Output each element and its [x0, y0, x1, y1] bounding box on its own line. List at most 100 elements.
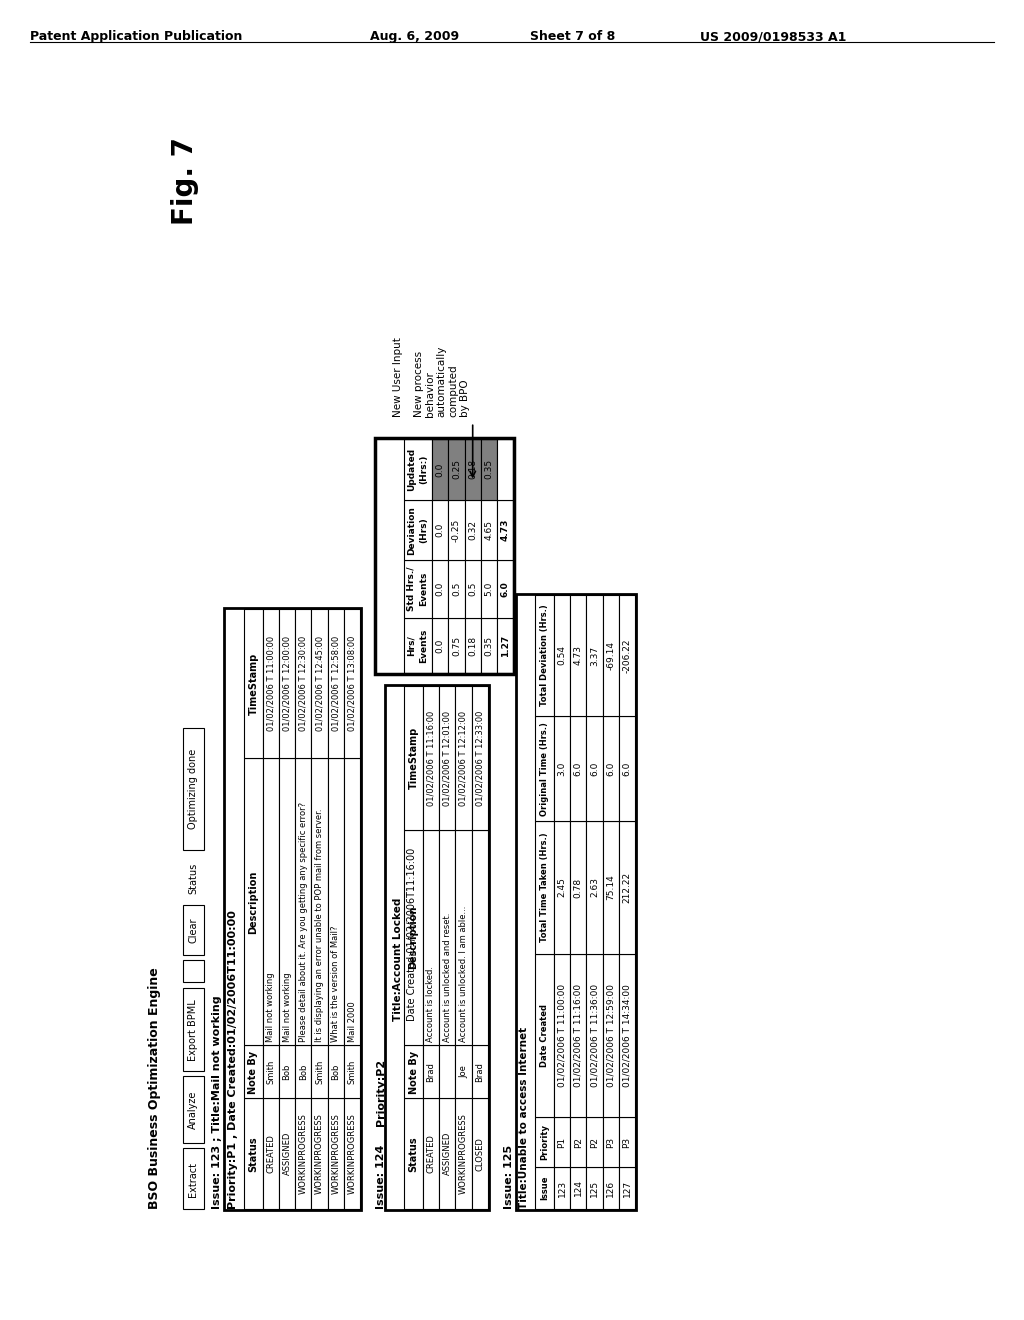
Text: Updated: Updated	[407, 447, 416, 491]
Text: WORKINPROGRESS: WORKINPROGRESS	[347, 1113, 356, 1195]
Text: Priority:P1 , Date Created:01/02/2006T11:00:00: Priority:P1 , Date Created:01/02/2006T11…	[228, 909, 238, 1209]
Polygon shape	[404, 1045, 423, 1098]
Text: 01/02/2006 T 12:12:00: 01/02/2006 T 12:12:00	[459, 710, 468, 805]
Polygon shape	[497, 440, 513, 500]
Polygon shape	[554, 954, 570, 1117]
Polygon shape	[244, 1098, 263, 1209]
Text: Events: Events	[420, 572, 428, 606]
Text: ASSIGNED: ASSIGNED	[283, 1133, 292, 1175]
Polygon shape	[456, 686, 471, 830]
Polygon shape	[295, 609, 311, 758]
Text: Bob: Bob	[332, 1064, 340, 1080]
Polygon shape	[497, 500, 513, 561]
Text: 212.22: 212.22	[623, 873, 632, 903]
Polygon shape	[263, 1098, 279, 1209]
Text: 01/02/2006 T 12:45:00: 01/02/2006 T 12:45:00	[315, 636, 324, 731]
Text: Patent Application Publication: Patent Application Publication	[30, 30, 243, 44]
Polygon shape	[456, 830, 471, 1045]
Polygon shape	[570, 954, 587, 1117]
Text: Account is locked.: Account is locked.	[426, 966, 435, 1041]
Polygon shape	[465, 618, 481, 673]
Text: 127: 127	[623, 1179, 632, 1196]
Text: 123: 123	[557, 1179, 566, 1196]
Text: 0.5: 0.5	[452, 582, 461, 597]
Text: P3: P3	[606, 1137, 615, 1147]
Text: 0.18: 0.18	[468, 635, 477, 656]
Polygon shape	[344, 1098, 360, 1209]
Text: 2.45: 2.45	[557, 878, 566, 898]
Polygon shape	[570, 717, 587, 821]
Text: CLOSED: CLOSED	[475, 1137, 484, 1171]
Text: 3.0: 3.0	[557, 762, 566, 776]
Polygon shape	[536, 595, 554, 717]
Text: Deviation: Deviation	[407, 506, 416, 554]
Text: 125: 125	[590, 1179, 599, 1196]
Polygon shape	[471, 1098, 487, 1209]
Polygon shape	[432, 440, 449, 500]
Text: Total Time Taken (Hrs.): Total Time Taken (Hrs.)	[540, 833, 549, 942]
Polygon shape	[328, 609, 344, 758]
Polygon shape	[603, 717, 618, 821]
Text: P3: P3	[623, 1137, 632, 1147]
Text: Smith: Smith	[266, 1060, 275, 1084]
Text: Status: Status	[409, 1137, 419, 1172]
Polygon shape	[497, 561, 513, 618]
Polygon shape	[471, 686, 487, 830]
Text: Bob: Bob	[283, 1064, 292, 1080]
Polygon shape	[311, 609, 328, 758]
Text: Smith: Smith	[347, 1060, 356, 1084]
Text: 01/02/2006 T 12:00:00: 01/02/2006 T 12:00:00	[283, 636, 292, 731]
Text: 01/02/2006 T 12:30:00: 01/02/2006 T 12:30:00	[299, 636, 308, 731]
Text: Mail 2000: Mail 2000	[347, 1002, 356, 1041]
Text: 0.35: 0.35	[484, 459, 494, 479]
Polygon shape	[449, 440, 465, 500]
Text: 0.0: 0.0	[435, 462, 444, 477]
Text: 0.5: 0.5	[468, 582, 477, 597]
Text: WORKINPROGRESS: WORKINPROGRESS	[315, 1113, 324, 1195]
Text: Status: Status	[249, 1137, 258, 1172]
Text: 1.27: 1.27	[501, 635, 510, 656]
Text: 75.14: 75.14	[606, 875, 615, 900]
Text: 0.0: 0.0	[435, 523, 444, 537]
Text: Hrs/: Hrs/	[407, 635, 416, 656]
Text: WORKINPROGRESS: WORKINPROGRESS	[299, 1113, 308, 1195]
Polygon shape	[404, 618, 432, 673]
Polygon shape	[279, 758, 295, 1045]
Text: 6.0: 6.0	[501, 581, 510, 597]
Polygon shape	[481, 440, 497, 500]
Text: 6.0: 6.0	[606, 762, 615, 776]
Polygon shape	[587, 1167, 603, 1209]
Text: 01/02/2006 T 11:16:00: 01/02/2006 T 11:16:00	[573, 983, 583, 1088]
Text: Total Deviation (Hrs.): Total Deviation (Hrs.)	[540, 605, 549, 706]
Polygon shape	[279, 1045, 295, 1098]
Text: P2: P2	[590, 1137, 599, 1147]
Text: Description: Description	[249, 870, 258, 933]
Text: 5.0: 5.0	[484, 582, 494, 597]
Polygon shape	[587, 821, 603, 954]
Polygon shape	[404, 500, 432, 561]
Text: Please detail about it. Are you getting any specific error?: Please detail about it. Are you getting …	[299, 803, 308, 1041]
Text: 01/02/2006 T 11:16:00: 01/02/2006 T 11:16:00	[426, 710, 435, 805]
Text: Issue: Issue	[540, 1176, 549, 1200]
Text: Clear: Clear	[188, 917, 198, 944]
Text: Analyze: Analyze	[188, 1090, 198, 1129]
Polygon shape	[618, 595, 635, 717]
Text: Export BPML: Export BPML	[188, 999, 198, 1061]
Polygon shape	[423, 686, 439, 830]
Text: Issue: 124: Issue: 124	[377, 1144, 386, 1209]
Text: CREATED: CREATED	[426, 1134, 435, 1173]
Text: Brad: Brad	[475, 1063, 484, 1082]
Text: Optimizing done: Optimizing done	[188, 748, 198, 829]
Polygon shape	[344, 1045, 360, 1098]
Polygon shape	[587, 954, 603, 1117]
Text: Note By: Note By	[249, 1051, 258, 1093]
Text: 01/02/2006 T 13:08:00: 01/02/2006 T 13:08:00	[347, 636, 356, 731]
Polygon shape	[456, 1045, 471, 1098]
Polygon shape	[618, 954, 635, 1117]
Polygon shape	[554, 1117, 570, 1167]
Polygon shape	[244, 1045, 263, 1098]
Text: WORKINPROGRESS: WORKINPROGRESS	[332, 1113, 340, 1195]
Text: BSO Business Optimization Engine: BSO Business Optimization Engine	[147, 968, 161, 1209]
Text: 4.73: 4.73	[573, 645, 583, 665]
Text: Status: Status	[188, 863, 198, 894]
